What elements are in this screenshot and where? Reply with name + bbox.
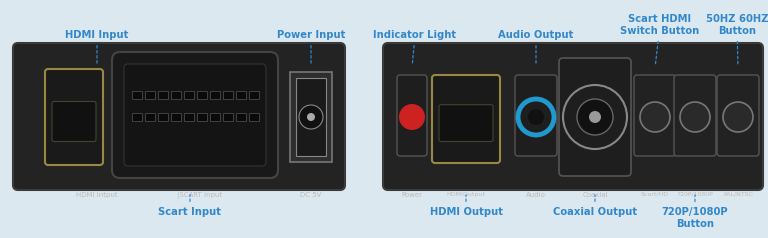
Circle shape (577, 99, 613, 135)
Circle shape (518, 99, 554, 135)
FancyBboxPatch shape (559, 58, 631, 176)
Text: Audio: Audio (526, 192, 546, 198)
Bar (197, 91, 207, 99)
Circle shape (307, 113, 315, 121)
Bar (197, 113, 207, 121)
Text: HDMI Intput: HDMI Intput (76, 192, 118, 198)
Circle shape (680, 102, 710, 132)
Bar (249, 113, 259, 121)
Circle shape (563, 85, 627, 149)
Bar (249, 91, 259, 99)
Text: PAL/NTSC: PAL/NTSC (723, 192, 753, 197)
Text: 50HZ 60HZ
Button: 50HZ 60HZ Button (706, 14, 768, 65)
Bar (236, 113, 246, 121)
Bar (170, 91, 180, 99)
Text: Power Input: Power Input (276, 30, 345, 65)
Bar (131, 91, 141, 99)
FancyBboxPatch shape (634, 75, 676, 156)
Text: Audio Output: Audio Output (498, 30, 574, 65)
FancyBboxPatch shape (383, 43, 763, 190)
FancyBboxPatch shape (112, 52, 278, 178)
Text: Indicator Light: Indicator Light (373, 30, 456, 65)
Text: Coaxial: Coaxial (582, 192, 607, 198)
FancyBboxPatch shape (13, 43, 345, 190)
Circle shape (399, 104, 425, 130)
Circle shape (528, 109, 544, 125)
Bar (290, 72, 332, 162)
FancyBboxPatch shape (45, 69, 103, 165)
Text: Power: Power (402, 192, 422, 198)
FancyBboxPatch shape (52, 101, 96, 142)
FancyBboxPatch shape (439, 105, 493, 142)
Circle shape (299, 105, 323, 129)
Bar (131, 113, 141, 121)
Bar (184, 113, 194, 121)
Bar (144, 91, 154, 99)
FancyBboxPatch shape (124, 64, 266, 166)
Text: 720P/1080P
Button: 720P/1080P Button (662, 195, 728, 229)
Bar (210, 113, 220, 121)
FancyBboxPatch shape (397, 75, 427, 156)
Bar (157, 91, 167, 99)
Circle shape (589, 111, 601, 123)
Bar (296, 78, 326, 156)
Text: 720P/1080P: 720P/1080P (677, 192, 713, 197)
Circle shape (723, 102, 753, 132)
Text: Scart Input: Scart Input (158, 195, 221, 217)
FancyBboxPatch shape (674, 75, 716, 156)
Bar (170, 113, 180, 121)
Bar (210, 91, 220, 99)
Text: |SCART Input: |SCART Input (177, 192, 223, 199)
Text: HDMI Output: HDMI Output (429, 195, 502, 217)
Bar (144, 113, 154, 121)
Text: HDMI Input: HDMI Input (65, 30, 129, 65)
FancyBboxPatch shape (717, 75, 759, 156)
Bar (236, 91, 246, 99)
Circle shape (640, 102, 670, 132)
Bar (223, 113, 233, 121)
FancyBboxPatch shape (515, 75, 557, 156)
Text: Coaxial Output: Coaxial Output (553, 195, 637, 217)
FancyBboxPatch shape (432, 75, 500, 163)
Bar (223, 91, 233, 99)
Bar (184, 91, 194, 99)
Text: Scart/HD: Scart/HD (641, 192, 669, 197)
Bar (157, 113, 167, 121)
Text: Scart HDMI
Switch Button: Scart HDMI Switch Button (621, 14, 700, 65)
Text: DC 5V: DC 5V (300, 192, 322, 198)
Text: HDMIOutput: HDMIOutput (446, 192, 485, 197)
